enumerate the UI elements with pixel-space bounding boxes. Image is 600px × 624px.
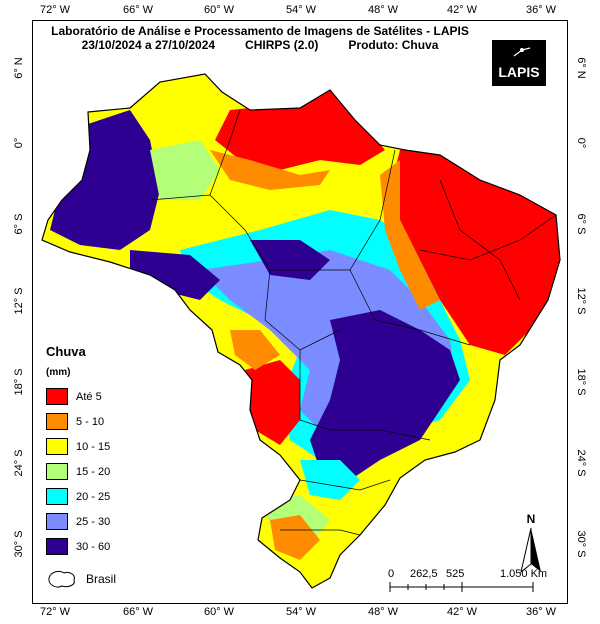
scale-label: 262,5	[410, 568, 438, 580]
legend-unit: (mm)	[46, 367, 71, 378]
legend-label: Até 5	[76, 390, 102, 403]
legend-item: 15 - 20	[46, 459, 110, 484]
title-line1: Laboratório de Análise e Processamento d…	[51, 24, 469, 38]
north-arrow: N	[519, 512, 543, 577]
legend-swatch	[46, 388, 68, 405]
lon-tick-top: 54° W	[285, 4, 317, 16]
legend-swatch	[46, 413, 68, 430]
legend-swatch	[46, 488, 68, 505]
scale-label: 1.050 Km	[500, 568, 548, 580]
lon-tick-bottom: 36° W	[525, 606, 557, 618]
scale-label: 0	[388, 568, 395, 580]
lon-tick-top: 72° W	[39, 4, 71, 16]
legend-swatch	[46, 513, 68, 530]
legend-title: Chuva	[46, 344, 86, 359]
legend-item: 10 - 15	[46, 434, 110, 459]
legend-item: 5 - 10	[46, 409, 110, 434]
lon-tick-top: 42° W	[446, 4, 478, 16]
lon-tick-bottom: 60° W	[203, 606, 235, 618]
lon-tick-top: 60° W	[203, 4, 235, 16]
lon-tick-top: 66° W	[122, 4, 154, 16]
lon-tick-top: 36° W	[525, 4, 557, 16]
title-date-range: 23/10/2024 a 27/10/2024	[81, 38, 216, 52]
lon-tick-bottom: 72° W	[39, 606, 71, 618]
lon-tick-bottom: 66° W	[122, 606, 154, 618]
legend-label: 5 - 10	[76, 415, 105, 428]
legend-label: 10 - 15	[76, 440, 111, 453]
legend-swatch	[46, 463, 68, 480]
legend-label: 30 - 60	[76, 540, 111, 553]
lon-tick-bottom: 42° W	[446, 606, 478, 618]
logo-text: LAPIS	[498, 64, 540, 80]
title-line2: 23/10/2024 a 27/10/2024 CHIRPS (2.0) Pro…	[40, 38, 480, 52]
legend-item: 20 - 25	[46, 484, 110, 509]
north-label: N	[526, 512, 536, 526]
legend: Chuva (mm) Até 5 5 - 10 10 - 15 15 - 20 …	[46, 344, 110, 559]
legend-item: 25 - 30	[46, 509, 110, 534]
lapis-logo: LAPIS	[492, 40, 546, 86]
legend-label: 15 - 20	[76, 465, 111, 478]
lon-tick-bottom: 54° W	[285, 606, 317, 618]
scale-labels: 0 262,5 525 1.050 Km	[388, 568, 558, 582]
lon-tick-top: 48° W	[367, 4, 399, 16]
title-product: Produto: Chuva	[348, 38, 439, 52]
legend-label: 25 - 30	[76, 515, 111, 528]
scale-label: 525	[446, 568, 465, 580]
scale-bar: 0 262,5 525 1.050 Km	[388, 568, 558, 595]
legend-swatch	[46, 438, 68, 455]
legend-label: 20 - 25	[76, 490, 111, 503]
title-model: CHIRPS (2.0)	[245, 38, 319, 52]
satellite-icon	[513, 47, 531, 57]
outline-icon	[48, 570, 75, 588]
scale-ruler	[389, 582, 534, 592]
state-boundaries	[149, 109, 557, 536]
brazil-outline	[41, 73, 561, 589]
boundary-label: Brasil	[86, 572, 117, 586]
boundary-legend: Brasil	[46, 568, 116, 590]
legend-item: 30 - 60	[46, 534, 110, 559]
legend-item: Até 5	[46, 384, 110, 409]
map-title: Laboratório de Análise e Processamento d…	[40, 24, 480, 52]
legend-swatch	[46, 538, 68, 555]
lon-tick-bottom: 48° W	[367, 606, 399, 618]
north-arrow-icon	[520, 527, 541, 574]
